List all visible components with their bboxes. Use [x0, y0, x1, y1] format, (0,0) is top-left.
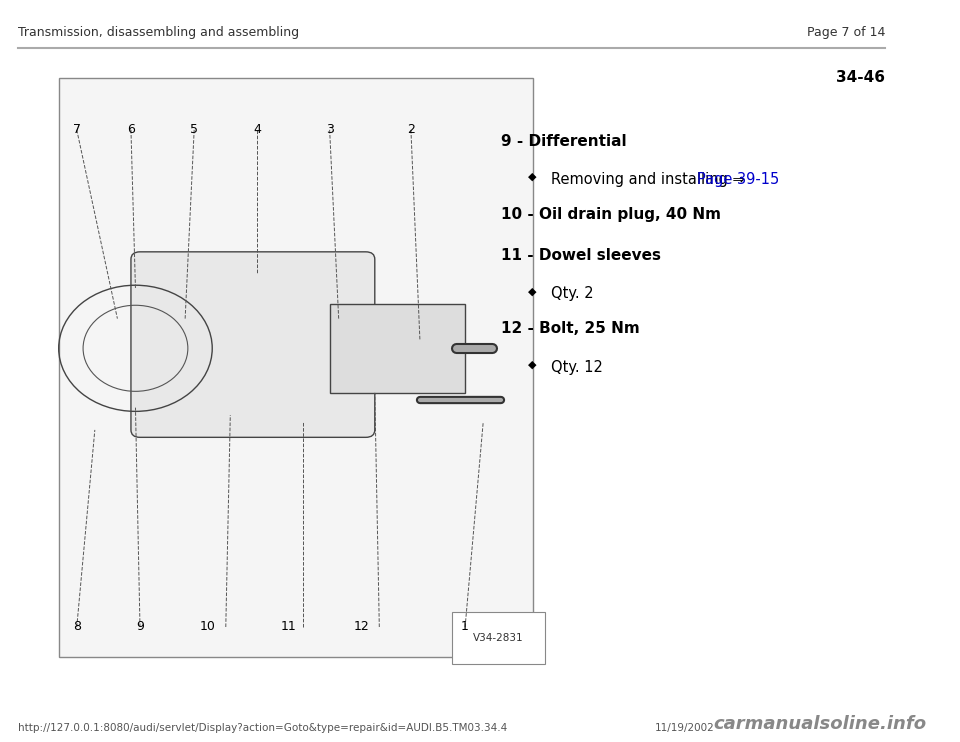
Text: 10: 10	[200, 620, 216, 634]
Text: Page 7 of 14: Page 7 of 14	[806, 26, 885, 39]
Text: 10 - Oil drain plug, 40 Nm: 10 - Oil drain plug, 40 Nm	[501, 207, 721, 222]
Text: 6: 6	[127, 123, 135, 137]
Text: 4: 4	[253, 123, 261, 137]
Text: 12: 12	[353, 620, 370, 634]
Text: 11 - Dowel sleeves: 11 - Dowel sleeves	[501, 248, 661, 263]
Text: 5: 5	[190, 123, 198, 137]
FancyBboxPatch shape	[59, 78, 533, 657]
Text: 2: 2	[407, 123, 415, 137]
Text: 8: 8	[73, 620, 81, 634]
Text: 12 - Bolt, 25 Nm: 12 - Bolt, 25 Nm	[501, 321, 640, 336]
Text: V34-2831: V34-2831	[473, 634, 524, 643]
Text: http://127.0.0.1:8080/audi/servlet/Display?action=Goto&type=repair&id=AUDI.B5.TM: http://127.0.0.1:8080/audi/servlet/Displ…	[18, 723, 507, 733]
Text: 34-46: 34-46	[836, 70, 885, 85]
FancyBboxPatch shape	[329, 303, 465, 393]
Text: Page 39-15: Page 39-15	[697, 172, 779, 187]
Text: ◆: ◆	[528, 172, 537, 182]
Text: Qty. 2: Qty. 2	[551, 286, 593, 301]
FancyBboxPatch shape	[131, 252, 374, 437]
Text: 3: 3	[325, 123, 333, 137]
Text: 9: 9	[136, 620, 144, 634]
Text: 1: 1	[461, 620, 469, 634]
Text: ◆: ◆	[528, 286, 537, 296]
Text: ◆: ◆	[528, 360, 537, 370]
Text: 7: 7	[73, 123, 81, 137]
Text: Transmission, disassembling and assembling: Transmission, disassembling and assembli…	[18, 26, 300, 39]
Text: Qty. 12: Qty. 12	[551, 360, 603, 375]
Text: 11/19/2002: 11/19/2002	[655, 723, 714, 733]
Text: 11: 11	[281, 620, 297, 634]
Text: 9 - Differential: 9 - Differential	[501, 134, 627, 148]
Text: Removing and installing ⇒: Removing and installing ⇒	[551, 172, 749, 187]
Text: carmanualsoline.info: carmanualsoline.info	[713, 715, 926, 733]
